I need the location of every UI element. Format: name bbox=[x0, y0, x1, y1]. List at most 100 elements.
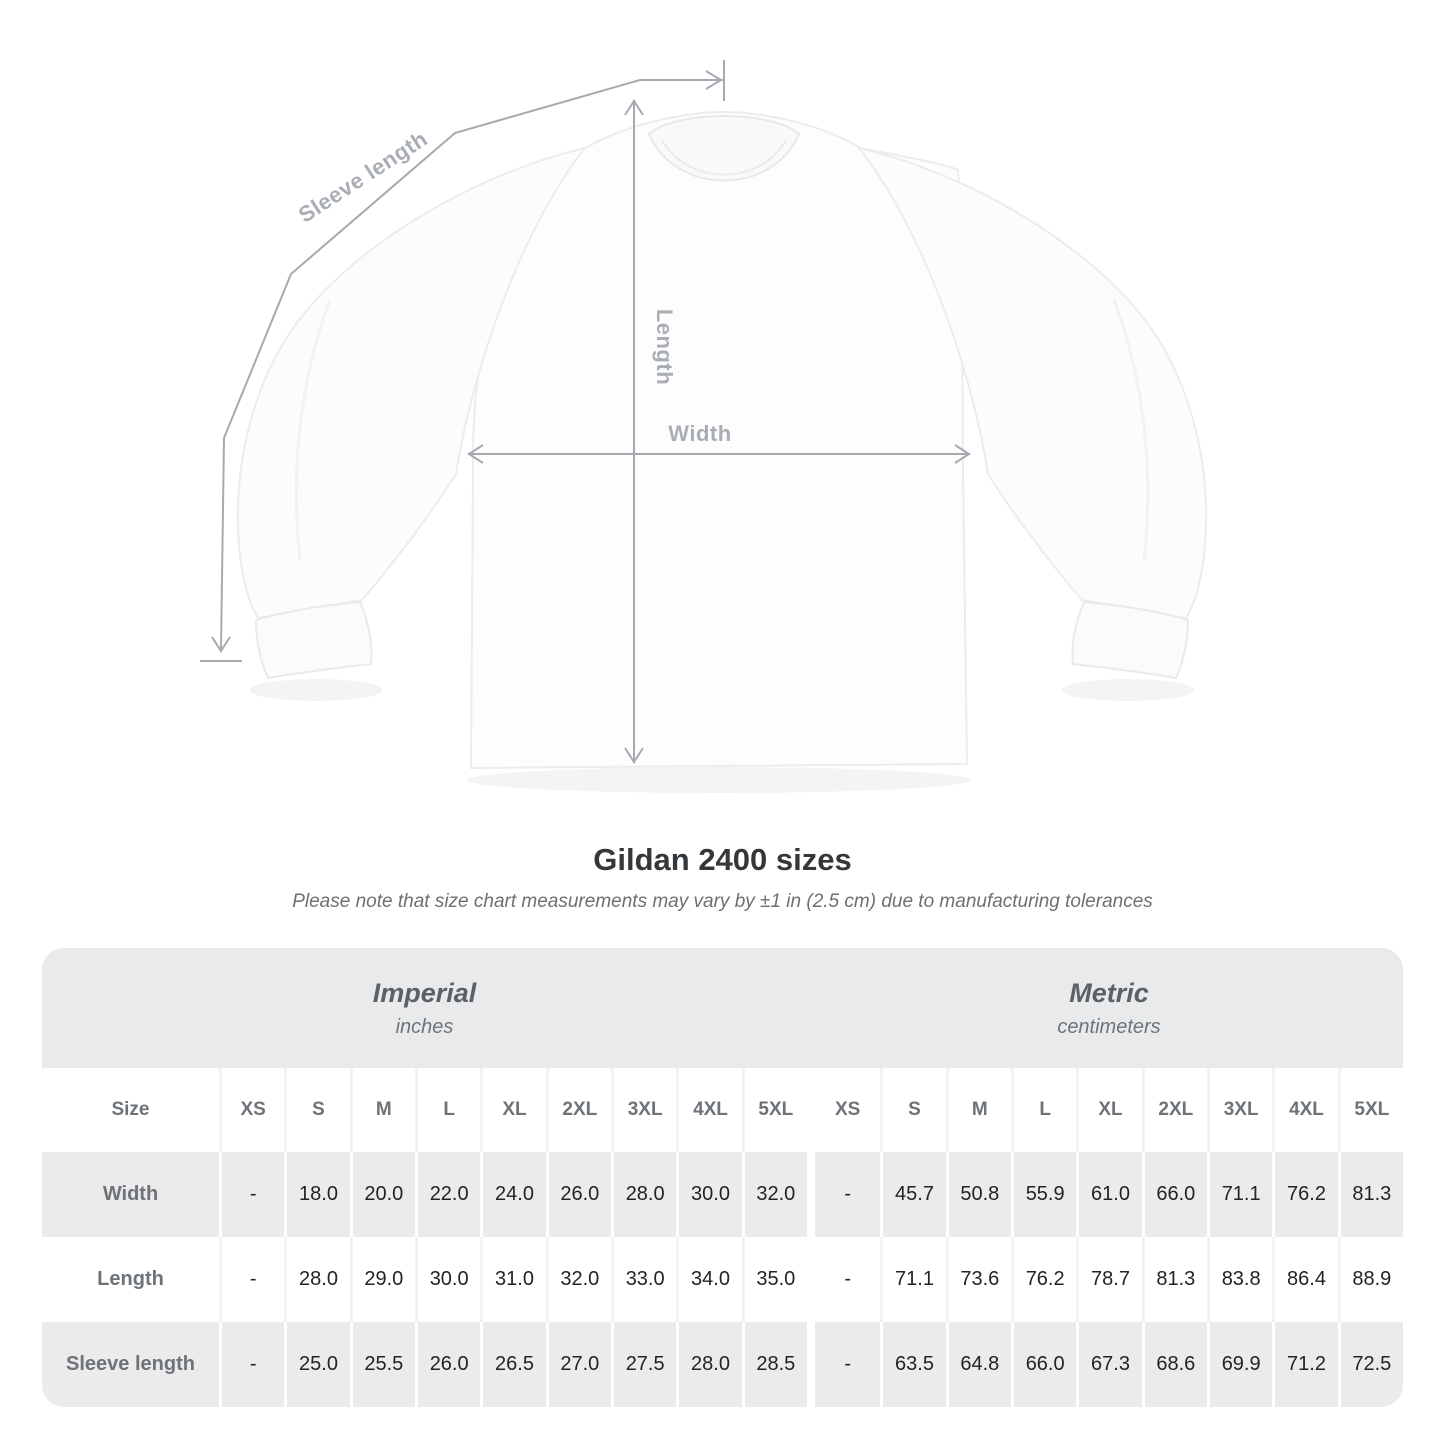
value-imperial: 26.0 bbox=[545, 1152, 611, 1237]
size-table: Imperial inches Metric centimeters Size X… bbox=[42, 948, 1403, 1407]
right-sleeve-crease bbox=[1112, 299, 1150, 561]
size-header-imperial-XL: XL bbox=[480, 1068, 546, 1152]
size-header-metric-2XL: 2XL bbox=[1141, 1068, 1207, 1152]
measurement-lines bbox=[200, 60, 971, 764]
value-imperial: 28.0 bbox=[676, 1322, 742, 1407]
shirt-left-cuff bbox=[254, 600, 373, 680]
value-metric: 66.0 bbox=[1141, 1152, 1207, 1237]
value-imperial: 28.0 bbox=[611, 1152, 677, 1237]
value-imperial: 32.0 bbox=[741, 1152, 807, 1237]
value-metric: 63.5 bbox=[880, 1322, 946, 1407]
value-metric: 71.1 bbox=[1207, 1152, 1273, 1237]
value-imperial: 26.5 bbox=[480, 1322, 546, 1407]
width-arrowhead-left bbox=[467, 444, 484, 464]
value-metric: 76.2 bbox=[1272, 1152, 1338, 1237]
right-cuff-shadow bbox=[1062, 679, 1194, 701]
group-gap bbox=[807, 1068, 815, 1152]
value-metric: 55.9 bbox=[1011, 1152, 1077, 1237]
page-title: Gildan 2400 sizes bbox=[593, 842, 852, 877]
value-imperial: 27.0 bbox=[545, 1322, 611, 1407]
shirt-right-sleeve bbox=[856, 146, 1208, 620]
length-arrowhead-up bbox=[624, 99, 644, 116]
value-metric: - bbox=[815, 1322, 881, 1407]
size-header-imperial-M: M bbox=[349, 1068, 415, 1152]
table-row: Length -28.0 29.0 30.0 31.0 32.0 33.0 34.0 35.0-… bbox=[42, 1237, 1403, 1322]
size-header-imperial-2XL: 2XL bbox=[545, 1068, 611, 1152]
row-label: Width bbox=[42, 1152, 219, 1237]
value-metric: - bbox=[815, 1152, 881, 1237]
value-imperial: - bbox=[219, 1237, 285, 1322]
value-imperial: 25.0 bbox=[284, 1322, 350, 1407]
value-imperial: 30.0 bbox=[676, 1152, 742, 1237]
value-metric: 81.3 bbox=[1337, 1152, 1403, 1237]
value-imperial: 32.0 bbox=[545, 1237, 611, 1322]
size-header-metric-L: L bbox=[1011, 1068, 1077, 1152]
shirt-diagram-svg: Width Length Sleeve length bbox=[200, 60, 1208, 793]
length-arrowhead-down bbox=[624, 747, 644, 764]
value-metric: 68.6 bbox=[1141, 1322, 1207, 1407]
group-gap bbox=[807, 1322, 815, 1407]
tolerance-note: Please note that size chart measurements… bbox=[292, 891, 1153, 912]
shirt-diagram: Width Length Sleeve length bbox=[200, 60, 1208, 793]
size-header-metric-XS: XS bbox=[815, 1068, 881, 1152]
table-row: Width -18.0 20.0 22.0 24.0 26.0 28.0 30.0 32.0-4… bbox=[42, 1152, 1403, 1237]
imperial-header: Imperial inches bbox=[42, 948, 807, 1068]
value-imperial: 30.0 bbox=[415, 1237, 481, 1322]
sleeve-arrowhead-down bbox=[211, 636, 231, 653]
size-header-imperial-5XL: 5XL bbox=[741, 1068, 807, 1152]
sleeve-length-line bbox=[220, 79, 724, 651]
width-arrowhead-right bbox=[954, 444, 971, 464]
collar-rib-line bbox=[661, 139, 787, 176]
value-metric: 71.1 bbox=[880, 1237, 946, 1322]
row-label: Length bbox=[42, 1237, 219, 1322]
value-imperial: 24.0 bbox=[480, 1152, 546, 1237]
size-header-imperial-4XL: 4XL bbox=[676, 1068, 742, 1152]
value-metric: 66.0 bbox=[1011, 1322, 1077, 1407]
value-imperial: 26.0 bbox=[415, 1322, 481, 1407]
value-metric: 67.3 bbox=[1076, 1322, 1142, 1407]
value-metric: 86.4 bbox=[1272, 1237, 1338, 1322]
value-metric: 45.7 bbox=[880, 1152, 946, 1237]
shirt-right-cuff bbox=[1071, 600, 1190, 680]
size-header-imperial-XS: XS bbox=[219, 1068, 285, 1152]
length-label: Length bbox=[652, 309, 677, 385]
size-header-imperial-L: L bbox=[415, 1068, 481, 1152]
size-header-metric-3XL: 3XL bbox=[1207, 1068, 1273, 1152]
size-column-header: Size bbox=[42, 1068, 219, 1152]
value-metric: 50.8 bbox=[945, 1152, 1011, 1237]
value-metric: 76.2 bbox=[1011, 1237, 1077, 1322]
value-metric: 88.9 bbox=[1337, 1237, 1403, 1322]
value-metric: 64.8 bbox=[945, 1322, 1011, 1407]
size-header-metric-4XL: 4XL bbox=[1272, 1068, 1338, 1152]
sleeve-arrowhead-right bbox=[705, 70, 723, 90]
units-gap bbox=[807, 948, 815, 1068]
size-header-metric-XL: XL bbox=[1076, 1068, 1142, 1152]
width-label: Width bbox=[668, 421, 731, 446]
shirt-left-sleeve bbox=[236, 146, 588, 620]
size-table-body: Size XS S M L XL 2XL 3XL 4XL 5XL XS S M L XL 2XL 3XL 4XL 5… bbox=[42, 1068, 1403, 1407]
value-imperial: 20.0 bbox=[349, 1152, 415, 1237]
left-sleeve-crease bbox=[294, 299, 332, 561]
hem-shadow bbox=[467, 767, 971, 793]
units-header-row: Imperial inches Metric centimeters bbox=[42, 948, 1403, 1068]
metric-unit: centimeters bbox=[1057, 1015, 1161, 1038]
value-imperial: 28.0 bbox=[284, 1237, 350, 1322]
value-imperial: 29.0 bbox=[349, 1237, 415, 1322]
value-imperial: 34.0 bbox=[676, 1237, 742, 1322]
metric-title: Metric bbox=[1069, 977, 1149, 1008]
value-imperial: - bbox=[219, 1322, 285, 1407]
metric-header: Metric centimeters bbox=[815, 948, 1403, 1068]
value-metric: 83.8 bbox=[1207, 1237, 1273, 1322]
left-cuff-shadow bbox=[250, 679, 382, 701]
value-imperial: 35.0 bbox=[741, 1237, 807, 1322]
group-gap bbox=[807, 1152, 815, 1237]
table-row: Sleeve length -25.0 25.5 26.0 26.5 27.0 27.5 28… bbox=[42, 1322, 1403, 1407]
value-metric: - bbox=[815, 1237, 881, 1322]
size-header-imperial-S: S bbox=[284, 1068, 350, 1152]
value-imperial: 33.0 bbox=[611, 1237, 677, 1322]
value-imperial: 28.5 bbox=[741, 1322, 807, 1407]
value-metric: 78.7 bbox=[1076, 1237, 1142, 1322]
value-metric: 72.5 bbox=[1337, 1322, 1403, 1407]
value-imperial: 27.5 bbox=[611, 1322, 677, 1407]
